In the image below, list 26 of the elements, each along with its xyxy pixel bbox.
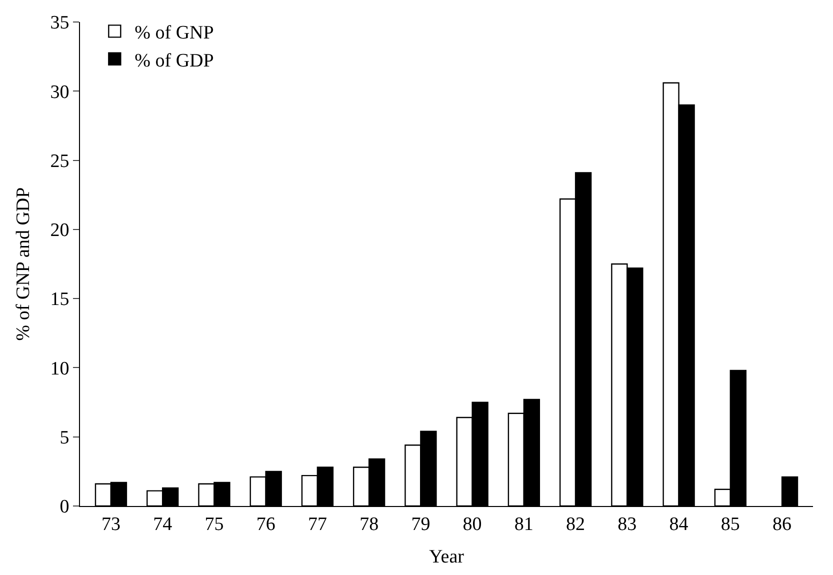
x-tick-label: 83 — [618, 514, 637, 535]
y-tick-label: 20 — [50, 220, 70, 242]
y-tick-label: 0 — [60, 496, 70, 518]
y-tick-label: 35 — [50, 12, 70, 34]
x-tick-label: 85 — [720, 514, 740, 535]
x-tick-label: 80 — [462, 514, 482, 535]
x-tick-label: 82 — [566, 514, 586, 535]
y-tick-label: 25 — [50, 150, 70, 172]
legend-label: % of GNP — [134, 22, 214, 44]
y-axis-title: % of GNP and GDP — [13, 187, 34, 341]
x-tick-label: 73 — [101, 514, 120, 535]
x-tick-label: 75 — [204, 514, 224, 535]
y-tick-label: 15 — [50, 289, 70, 310]
x-tick-label: 79 — [411, 514, 430, 535]
x-tick-label: 76 — [256, 514, 276, 535]
x-tick-label: 78 — [360, 514, 379, 535]
x-tick-label: 77 — [308, 514, 327, 535]
y-tick-label: 5 — [60, 428, 70, 449]
x-tick-label: 74 — [153, 514, 173, 535]
x-tick-label: 84 — [669, 514, 689, 535]
y-tick-label: 10 — [50, 358, 70, 380]
x-tick-label: 81 — [514, 514, 534, 535]
x-tick-label: 86 — [772, 514, 792, 535]
y-tick-label: 30 — [50, 82, 70, 103]
legend-label: % of GDP — [134, 50, 214, 72]
x-axis-title: Year — [428, 546, 465, 568]
